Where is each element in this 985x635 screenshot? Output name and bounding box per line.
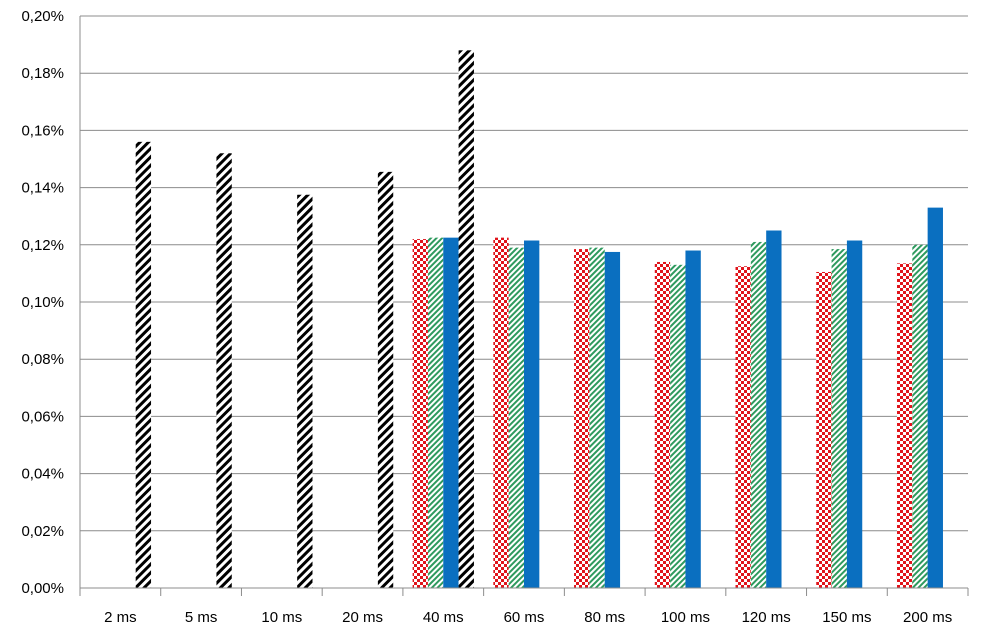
bar-red-checker-9 — [816, 271, 832, 588]
x-tick-label: 10 ms — [261, 609, 302, 626]
y-tick-label: 0,20% — [21, 8, 64, 25]
bar-black-diagonal-3 — [377, 171, 394, 588]
x-axis-tick-labels: 2 ms 5 ms 10 ms 20 ms 40 ms 60 ms 80 ms 100 ms 1… — [104, 609, 952, 626]
x-tick-label: 40 ms — [423, 609, 464, 626]
y-tick-label: 0,02% — [21, 523, 64, 540]
bar-red-checker-6 — [574, 249, 590, 588]
y-tick-label: 0,00% — [21, 580, 64, 597]
y-tick-label: 0,12% — [21, 237, 64, 254]
bar-blue-solid-7 — [685, 250, 701, 588]
y-tick-label: 0,06% — [21, 408, 64, 425]
x-tick-label: 120 ms — [742, 609, 791, 626]
x-tick-label: 200 ms — [903, 609, 952, 626]
bar-red-checker-8 — [735, 266, 751, 588]
bar-blue-solid-4 — [443, 237, 459, 588]
x-tick-label: 20 ms — [342, 609, 383, 626]
y-tick-label: 0,18% — [21, 65, 64, 82]
bar-blue-solid-9 — [846, 240, 863, 588]
x-tick-label: 2 ms — [104, 609, 137, 626]
bar-green-diagonal-10 — [912, 244, 928, 589]
x-tick-label: 5 ms — [185, 609, 218, 626]
bar-black-diagonal-0 — [135, 141, 152, 588]
y-tick-label: 0,04% — [21, 466, 64, 483]
bars — [135, 50, 943, 589]
x-tick-label: 80 ms — [584, 609, 625, 626]
bar-green-diagonal-8 — [750, 241, 767, 588]
bar-red-checker-4 — [412, 239, 428, 588]
bar-black-diagonal-1 — [216, 153, 232, 588]
bar-green-diagonal-6 — [589, 247, 605, 588]
y-axis-tick-labels: 0,00% 0,02% 0,04% 0,06% 0,08% 0,10% 0,12% 0,14%… — [21, 8, 64, 597]
bar-blue-solid-5 — [524, 240, 540, 588]
y-tick-label: 0,10% — [21, 294, 64, 311]
x-tick-label: 100 ms — [661, 609, 710, 626]
x-tick-label: 60 ms — [504, 609, 545, 626]
bar-green-diagonal-5 — [508, 247, 524, 588]
bar-green-diagonal-7 — [670, 264, 686, 588]
bar-red-checker-5 — [493, 237, 509, 588]
x-tick-label: 150 ms — [822, 609, 871, 626]
y-tick-label: 0,16% — [21, 122, 64, 139]
bar-blue-solid-8 — [766, 230, 782, 588]
bar-black-diagonal-4 — [458, 50, 474, 588]
bar-red-checker-7 — [654, 261, 671, 588]
bar-blue-solid-6 — [604, 251, 621, 588]
bar-red-checker-10 — [896, 263, 913, 588]
y-tick-label: 0,14% — [21, 180, 64, 197]
y-tick-label: 0,08% — [21, 351, 64, 368]
bar-green-diagonal-9 — [831, 249, 847, 588]
axes — [79, 16, 969, 596]
bar-green-diagonal-4 — [427, 237, 444, 588]
bar-blue-solid-10 — [927, 207, 943, 588]
bar-black-diagonal-2 — [297, 194, 313, 588]
